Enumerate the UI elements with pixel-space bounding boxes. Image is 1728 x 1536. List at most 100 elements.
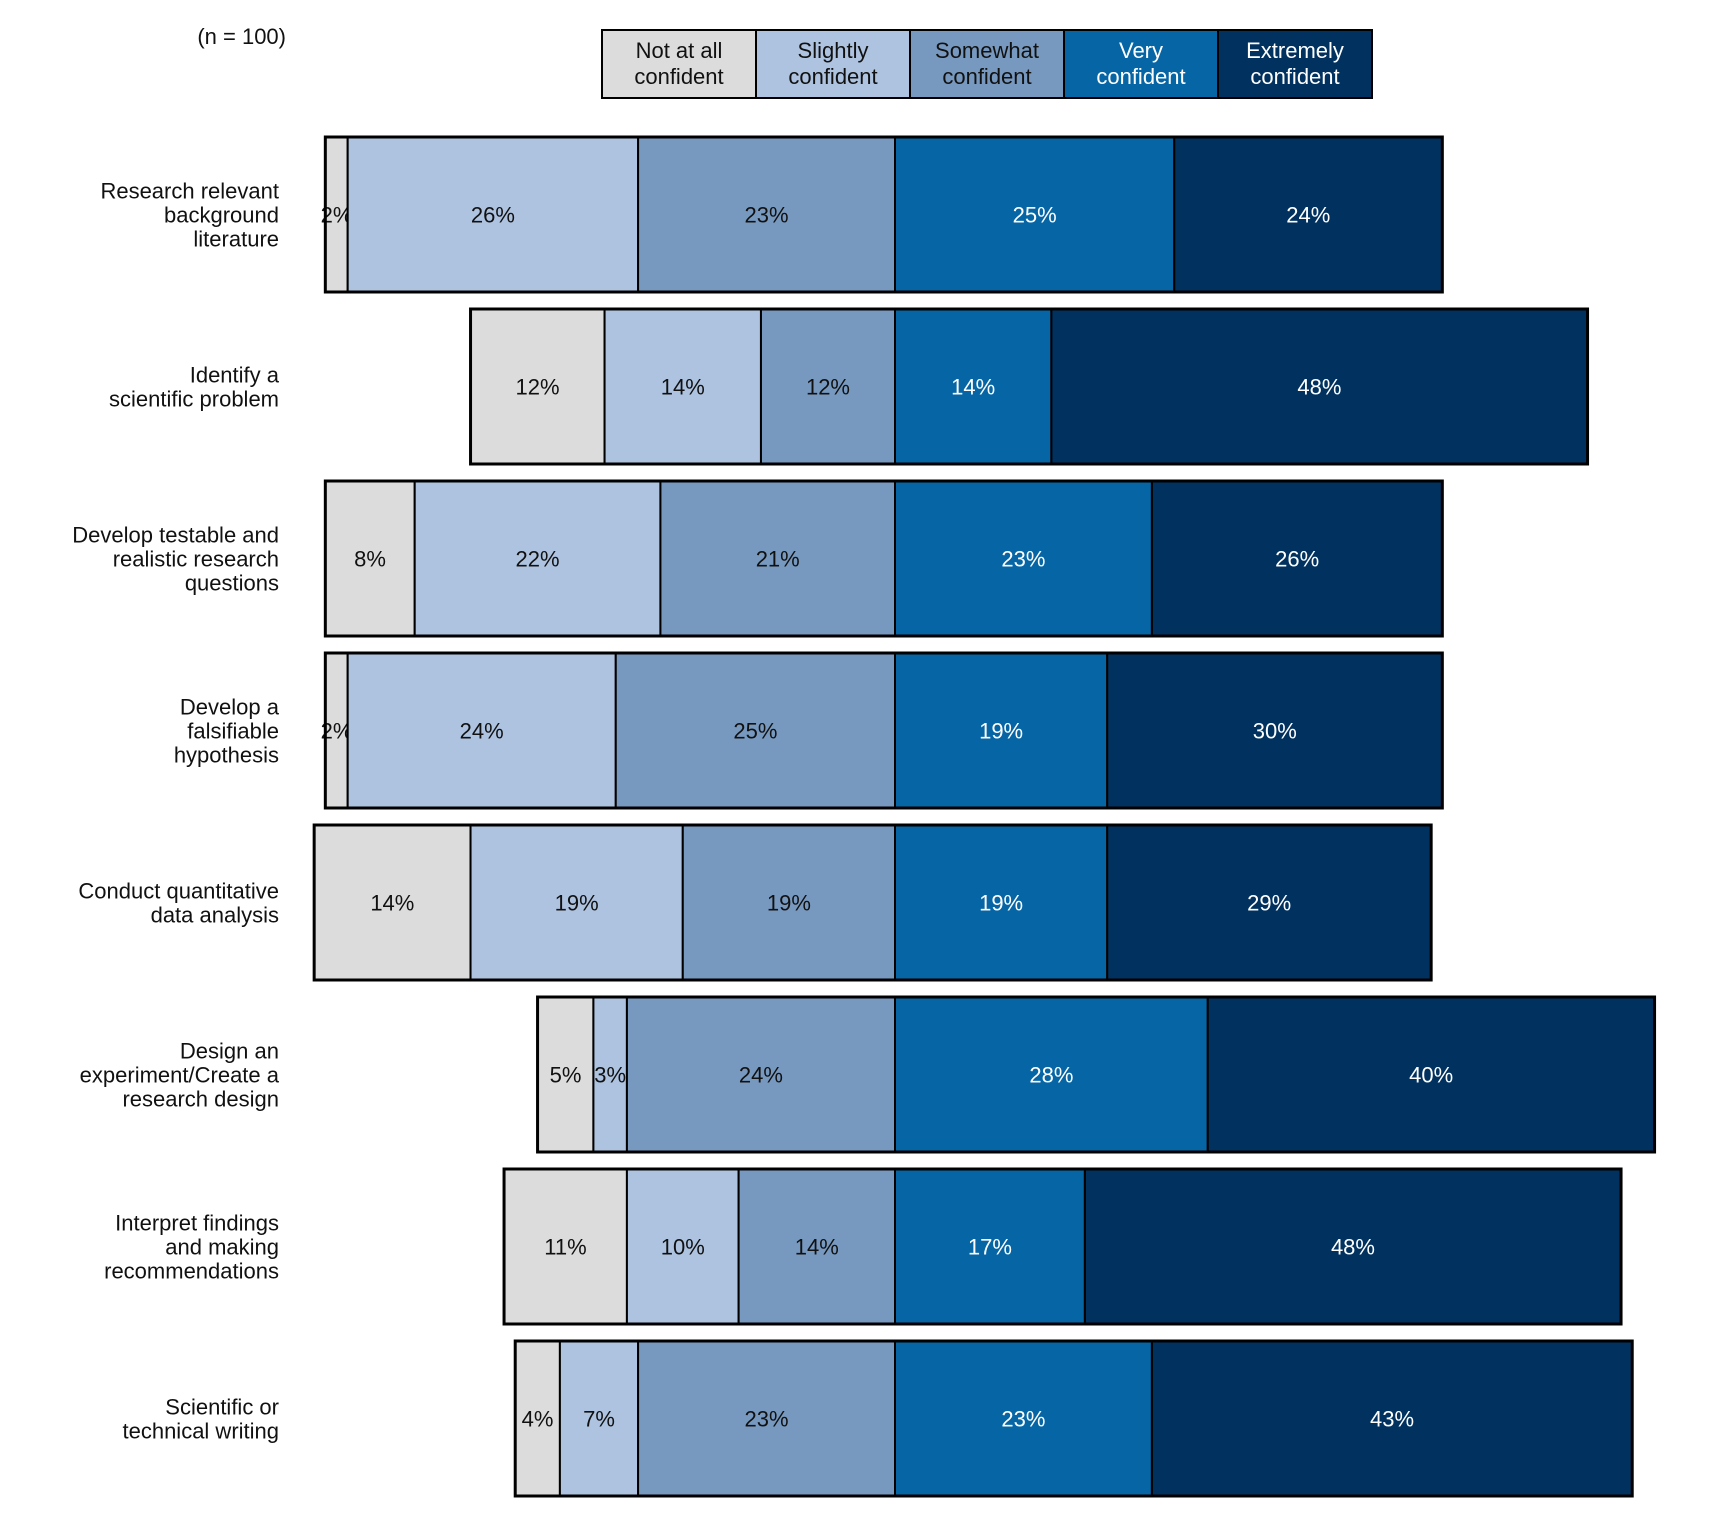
category-label: technical writing [122, 1419, 279, 1444]
bar-outline [323, 135, 1444, 294]
category-label: literature [193, 227, 279, 252]
data-label: 23% [1001, 1407, 1045, 1432]
category-label: scientific problem [109, 387, 279, 412]
legend-label: Very [1118, 38, 1164, 63]
bar-outline [323, 651, 1444, 810]
data-label: 19% [979, 891, 1023, 916]
category-label: realistic research [113, 547, 279, 572]
category-label: Scientific or [165, 1395, 279, 1420]
legend-label: Slightly [797, 38, 869, 63]
data-label: 24% [1286, 203, 1330, 228]
data-label: 48% [1331, 1235, 1375, 1260]
data-label: 19% [555, 891, 599, 916]
data-label: 12% [516, 375, 560, 400]
bar-segment [469, 308, 606, 465]
bar-segment [614, 652, 896, 809]
category-label: Develop a [180, 695, 280, 720]
data-label: 23% [1001, 547, 1045, 572]
data-label: 11% [544, 1235, 586, 1260]
category-label: Conduct quantitative [78, 879, 279, 904]
data-label: 48% [1297, 375, 1341, 400]
data-label: 5% [550, 1063, 582, 1088]
data-label: 19% [979, 719, 1023, 744]
legend-label: confident [788, 64, 878, 89]
data-label: 19% [767, 891, 811, 916]
legend-item: Very confident [1065, 31, 1219, 97]
legend: Not at all confident Slightly confident Some… [601, 29, 1373, 99]
bar-outline [312, 823, 1433, 982]
bar-segment [894, 652, 1109, 809]
bar-segment [514, 1340, 561, 1497]
category-label: questions [185, 571, 279, 596]
bar-segment [894, 136, 1176, 293]
bar-segment [413, 480, 662, 637]
data-label: 24% [460, 719, 504, 744]
bar-outline [513, 1339, 1634, 1498]
data-label: 23% [745, 203, 789, 228]
bar-segment [894, 480, 1153, 637]
data-label: 7% [583, 1407, 615, 1432]
category-label: and making [165, 1235, 279, 1260]
bar-segment [625, 1168, 740, 1325]
category-label: background [164, 203, 279, 228]
bar-segment [625, 996, 896, 1153]
data-label: 14% [370, 891, 414, 916]
legend-label: Extremely [1246, 38, 1344, 63]
category-label: Develop testable and [72, 523, 279, 548]
bar-segment [469, 824, 684, 981]
data-label: 23% [745, 1407, 789, 1432]
category-label: research design [122, 1087, 279, 1112]
legend-label: confident [942, 64, 1032, 89]
data-label: 25% [1013, 203, 1057, 228]
legend-label: confident [634, 64, 724, 89]
category-label: Identify a [190, 363, 280, 388]
category-label: Design an [180, 1039, 279, 1064]
data-label: 28% [1029, 1063, 1073, 1088]
category-label: hypothesis [174, 743, 279, 768]
bar-segment [894, 1168, 1086, 1325]
legend-item: Not at all confident [603, 31, 757, 97]
legend-item: Slightly confident [757, 31, 911, 97]
data-label: 24% [739, 1063, 783, 1088]
data-label: 22% [516, 547, 560, 572]
bar-outline [323, 479, 1444, 638]
bar-outline [469, 307, 1590, 466]
legend-item: Somewhat confident [911, 31, 1065, 97]
sample-size-annotation: (n = 100) [197, 24, 286, 49]
data-label: 26% [471, 203, 515, 228]
bar-segment [1150, 1340, 1634, 1497]
data-label: 21% [756, 547, 800, 572]
bar-segment [894, 1340, 1153, 1497]
legend-label: Somewhat [935, 38, 1039, 63]
data-label: 14% [951, 375, 995, 400]
category-label: data analysis [151, 903, 279, 928]
data-label: 4% [522, 1407, 554, 1432]
data-label: 14% [795, 1235, 839, 1260]
category-label: Research relevant [100, 179, 279, 204]
bar-outline [502, 1167, 1623, 1326]
data-label: 25% [733, 719, 777, 744]
data-label: 8% [354, 547, 386, 572]
legend-label: confident [1250, 64, 1340, 89]
legend-item: Extremely confident [1219, 31, 1371, 97]
data-label: 40% [1409, 1063, 1453, 1088]
category-label: falsifiable [187, 719, 279, 744]
bar-segment [637, 136, 897, 293]
data-label: 26% [1275, 547, 1319, 572]
legend-label: confident [1096, 64, 1186, 89]
category-label: experiment/Create a [80, 1063, 280, 1088]
bar-segment [1106, 652, 1444, 809]
data-label: 29% [1247, 891, 1291, 916]
category-label: recommendations [104, 1259, 279, 1284]
bar-segment [1106, 824, 1433, 981]
data-label: 14% [661, 375, 705, 400]
data-label: 17% [968, 1235, 1012, 1260]
bar-outline [536, 995, 1657, 1154]
data-label: 12% [806, 375, 850, 400]
bar-segment [1050, 308, 1589, 465]
legend-label: Not at all [635, 38, 723, 63]
data-label: 30% [1253, 719, 1297, 744]
data-label: 43% [1370, 1407, 1414, 1432]
category-label: Interpret findings [115, 1211, 279, 1236]
